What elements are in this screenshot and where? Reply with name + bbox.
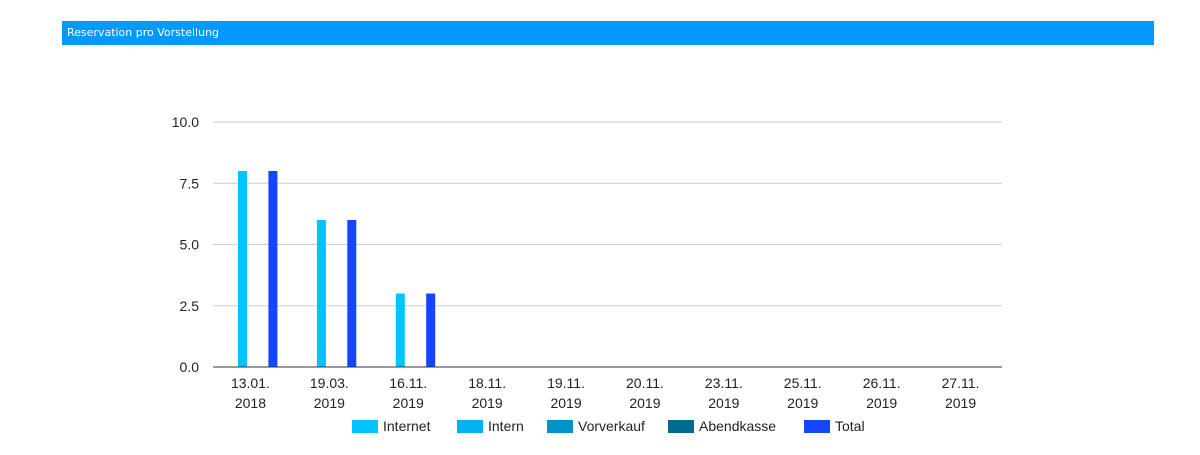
legend-label-abendkasse: Abendkasse — [699, 418, 776, 434]
bar-internet — [316, 220, 326, 367]
x-tick-label: 19.03. — [310, 375, 349, 391]
x-tick-label: 18.11. — [468, 375, 506, 391]
x-tick-label: 2019 — [314, 395, 345, 411]
x-tick-label: 2019 — [708, 395, 739, 411]
x-tick-label: 2019 — [787, 395, 818, 411]
x-tick-label: 2019 — [550, 395, 581, 411]
x-tick-label: 2019 — [393, 395, 424, 411]
x-tick-label: 2019 — [866, 395, 897, 411]
legend-swatch-vorverkauf — [547, 420, 573, 433]
x-tick-label: 2018 — [235, 395, 266, 411]
legend-label-internet: Internet — [383, 418, 431, 434]
bar-total — [347, 220, 357, 367]
x-tick-label: 27.11. — [942, 375, 980, 391]
y-tick-label: 10.0 — [172, 114, 199, 130]
x-tick-label: 2019 — [472, 395, 503, 411]
legend-swatch-intern — [457, 420, 483, 433]
x-tick-label: 20.11. — [626, 375, 664, 391]
panel-title: Reservation pro Vorstellung — [67, 26, 220, 39]
legend-swatch-abendkasse — [668, 420, 694, 433]
bar-total — [268, 171, 278, 367]
y-tick-label: 7.5 — [180, 175, 200, 191]
legend-swatch-total — [804, 420, 830, 433]
x-tick-label: 2019 — [945, 395, 976, 411]
legend-label-intern: Intern — [488, 418, 524, 434]
legend-label-vorverkauf: Vorverkauf — [578, 418, 645, 434]
y-tick-label: 0.0 — [180, 359, 200, 375]
x-tick-label: 25.11. — [784, 375, 822, 391]
panel-header: Reservation pro Vorstellung — [62, 21, 1154, 45]
bar-internet — [238, 171, 247, 367]
bar-internet — [395, 293, 405, 367]
y-tick-label: 2.5 — [180, 298, 200, 314]
legend-swatch-internet — [352, 420, 378, 433]
x-tick-label: 2019 — [629, 395, 660, 411]
y-tick-label: 5.0 — [180, 237, 200, 253]
bar-total — [426, 293, 436, 367]
legend-label-total: Total — [835, 418, 865, 434]
x-tick-label: 13.01. — [231, 375, 270, 391]
x-tick-label: 23.11. — [705, 375, 743, 391]
x-tick-label: 19.11. — [547, 375, 585, 391]
x-tick-label: 26.11. — [863, 375, 901, 391]
x-tick-label: 16.11. — [389, 375, 427, 391]
